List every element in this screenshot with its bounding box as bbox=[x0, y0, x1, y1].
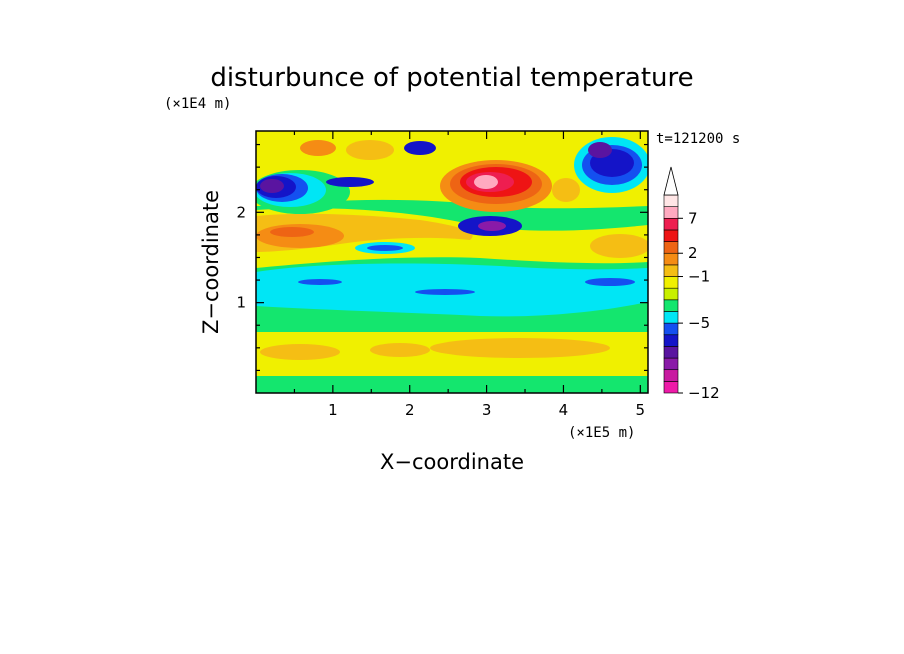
colorbar-segment bbox=[663, 299, 679, 312]
y-unit-label: (×1E4 m) bbox=[164, 96, 231, 112]
colorbar-tick-label: −5 bbox=[688, 314, 710, 332]
chart-title: disturbunce of potential temperature bbox=[210, 63, 693, 93]
orange-patch-lower-3 bbox=[370, 343, 430, 357]
red-orange-core-left bbox=[270, 227, 314, 237]
warm-core-pink bbox=[474, 175, 498, 189]
colorbar-segment bbox=[663, 381, 679, 394]
colorbar-segment bbox=[663, 369, 679, 382]
colorbar-segment bbox=[663, 264, 679, 277]
colorbar-tick-label: −12 bbox=[688, 384, 720, 402]
colorbar-tick-label: 7 bbox=[688, 209, 698, 227]
cool-right-top bbox=[588, 142, 612, 158]
orange-right bbox=[552, 178, 580, 202]
x-tick-label: 3 bbox=[482, 401, 492, 419]
x-axis-label: X−coordinate bbox=[380, 450, 524, 474]
orange-upper-2 bbox=[300, 140, 336, 156]
x-tick-label: 4 bbox=[559, 401, 569, 419]
colorbar-segment bbox=[663, 287, 679, 301]
x-tick-label: 2 bbox=[405, 401, 415, 419]
blue-loop-left bbox=[367, 245, 403, 251]
purple-core-center bbox=[478, 221, 506, 231]
colorbar-segment bbox=[663, 276, 679, 289]
colorbar-segment bbox=[663, 194, 679, 207]
orange-patch-lower-2 bbox=[260, 344, 340, 360]
blue-streak-upper bbox=[326, 177, 374, 187]
blue-streak-2 bbox=[585, 278, 635, 286]
colorbar: −12−5−127 bbox=[663, 166, 720, 402]
green-band-middle bbox=[256, 310, 648, 332]
blue-streak-3 bbox=[415, 289, 475, 295]
x-axis-ticks: 1 2 3 4 5 bbox=[293, 131, 646, 419]
orange-upper-1 bbox=[346, 140, 394, 160]
x-unit-label: (×1E5 m) bbox=[568, 425, 635, 441]
time-label: t=121200 s bbox=[656, 131, 740, 147]
colorbar-segment bbox=[663, 322, 679, 336]
y-axis-label: Z−coordinate bbox=[199, 190, 223, 334]
colorbar-segment bbox=[663, 311, 679, 324]
blue-upper-center bbox=[404, 141, 436, 155]
plot-frame bbox=[255, 130, 649, 394]
cool-purple-left bbox=[260, 179, 284, 193]
x-tick-label: 1 bbox=[328, 401, 338, 419]
y-tick-label: 2 bbox=[236, 203, 246, 221]
colorbar-segment bbox=[663, 217, 679, 231]
colorbar-segment bbox=[663, 357, 679, 371]
colorbar-segment bbox=[663, 241, 679, 254]
orange-patch-lower bbox=[430, 338, 610, 358]
colorbar-tick-label: −1 bbox=[688, 268, 710, 286]
colorbar-tick-label: 2 bbox=[688, 244, 698, 262]
orange-patch-right bbox=[590, 234, 648, 258]
x-tick-label: 5 bbox=[636, 401, 646, 419]
colorbar-extend-arrow bbox=[663, 166, 679, 196]
y-tick-label: 1 bbox=[236, 294, 246, 312]
plot-area bbox=[256, 131, 648, 393]
colorbar-segment bbox=[663, 334, 679, 347]
blue-streak-1 bbox=[298, 279, 342, 285]
colorbar-segment bbox=[663, 346, 679, 359]
y-axis-ticks: 12 bbox=[236, 143, 648, 372]
colorbar-segment bbox=[663, 206, 679, 219]
colorbar-segment bbox=[663, 252, 679, 266]
colorbar-segment bbox=[663, 229, 679, 242]
green-band-bottom bbox=[256, 376, 648, 393]
